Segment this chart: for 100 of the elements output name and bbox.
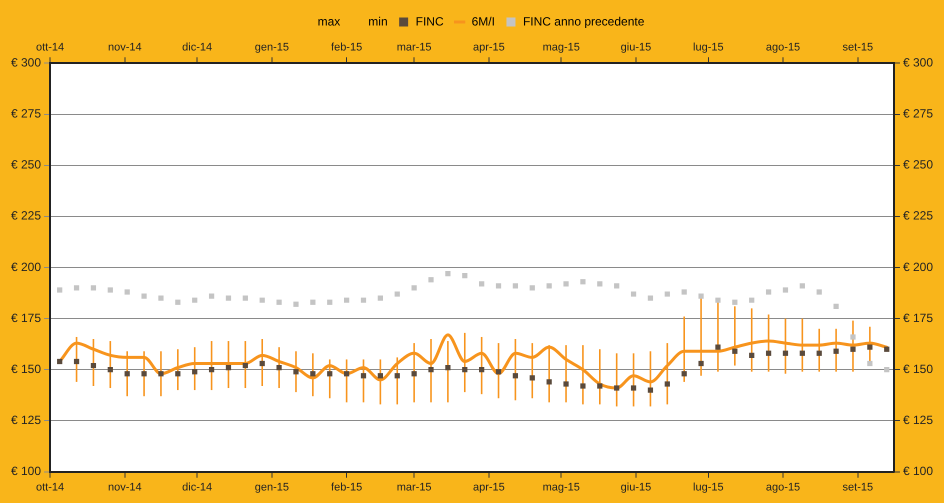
point <box>630 385 636 391</box>
point <box>867 360 872 366</box>
x2-tick-label: ago-15 <box>766 481 800 494</box>
point <box>462 367 468 372</box>
point <box>698 360 704 366</box>
y-tick-label: € 100 <box>11 464 42 478</box>
x2-tick-label: apr-15 <box>472 481 505 494</box>
x2-tick-label: feb-15 <box>331 481 362 494</box>
point <box>293 302 299 307</box>
x-tick-label: gen-15 <box>254 42 289 54</box>
point <box>276 300 282 305</box>
point <box>630 291 636 297</box>
point <box>57 358 62 364</box>
legend-label: FINC anno precedente <box>522 14 645 28</box>
point <box>108 367 113 372</box>
point <box>428 277 434 282</box>
y2-tick-label: € 300 <box>902 56 934 70</box>
point <box>378 296 383 301</box>
point <box>732 348 738 354</box>
point <box>715 344 721 350</box>
y2-tick-label: € 225 <box>902 208 934 223</box>
point <box>715 298 721 303</box>
point <box>242 362 248 368</box>
point <box>782 287 788 293</box>
point <box>614 283 620 289</box>
x2-tick-label: dic-14 <box>182 481 212 494</box>
y2-tick-label: € 250 <box>902 158 934 172</box>
point <box>394 291 400 297</box>
point <box>141 371 147 376</box>
point <box>496 369 502 374</box>
text: min <box>368 14 388 28</box>
point <box>479 281 484 286</box>
x2-tick-label: nov-14 <box>108 481 142 494</box>
x2-tick-label: mag-15 <box>542 481 580 494</box>
point <box>57 287 62 293</box>
point <box>344 298 350 303</box>
point <box>276 364 282 370</box>
y-tick-label: € 275 <box>11 106 42 121</box>
point <box>546 283 552 289</box>
y2-tick-label: € 275 <box>902 106 934 121</box>
point <box>208 367 214 372</box>
point <box>597 281 602 286</box>
point <box>884 367 890 372</box>
point <box>260 298 265 303</box>
y2-tick-label: € 100 <box>902 464 934 478</box>
point <box>496 283 502 289</box>
point <box>766 350 772 356</box>
point <box>867 344 872 350</box>
point <box>580 279 586 284</box>
point <box>664 291 670 297</box>
point <box>782 350 788 356</box>
point <box>749 352 754 358</box>
point <box>597 383 602 389</box>
point <box>563 281 569 286</box>
point <box>800 283 805 289</box>
point <box>563 381 569 387</box>
point <box>833 304 839 309</box>
x2-tick-label: gen-15 <box>254 481 289 494</box>
x-tick-label: giu-15 <box>620 42 652 54</box>
point <box>124 289 130 295</box>
point <box>108 287 113 293</box>
point <box>74 358 80 364</box>
x-tick-label: feb-15 <box>331 42 362 54</box>
point <box>412 285 417 291</box>
point <box>580 383 586 389</box>
point <box>158 371 164 376</box>
point <box>614 385 620 391</box>
point <box>749 298 754 303</box>
point <box>850 334 856 340</box>
y-tick-label: € 175 <box>11 310 42 325</box>
point <box>158 296 164 301</box>
point <box>648 387 654 393</box>
y-tick-label: € 300 <box>11 56 42 70</box>
y-tick-label: € 125 <box>11 413 42 428</box>
point <box>192 369 198 374</box>
y2-tick-label: € 200 <box>902 260 934 274</box>
x-tick-label: mag-15 <box>542 42 580 54</box>
point <box>208 293 214 299</box>
point <box>310 300 316 305</box>
point <box>698 293 704 299</box>
point <box>394 373 400 378</box>
point <box>682 371 687 376</box>
point <box>242 296 248 301</box>
point <box>766 289 772 295</box>
point <box>530 375 535 380</box>
x2-tick-label: giu-15 <box>620 481 652 494</box>
point <box>800 350 805 356</box>
point <box>378 373 383 378</box>
point <box>445 271 451 276</box>
point <box>512 373 518 378</box>
point <box>412 371 417 376</box>
x-tick-label: mar-15 <box>396 42 432 54</box>
x-tick-label: dic-14 <box>182 42 212 54</box>
text: max <box>318 14 340 28</box>
x2-tick-label: mar-15 <box>396 481 432 494</box>
point <box>360 298 366 303</box>
y2-tick-label: € 175 <box>902 310 934 325</box>
x-tick-label: lug-15 <box>693 42 724 54</box>
point <box>648 296 654 301</box>
point <box>512 283 518 289</box>
